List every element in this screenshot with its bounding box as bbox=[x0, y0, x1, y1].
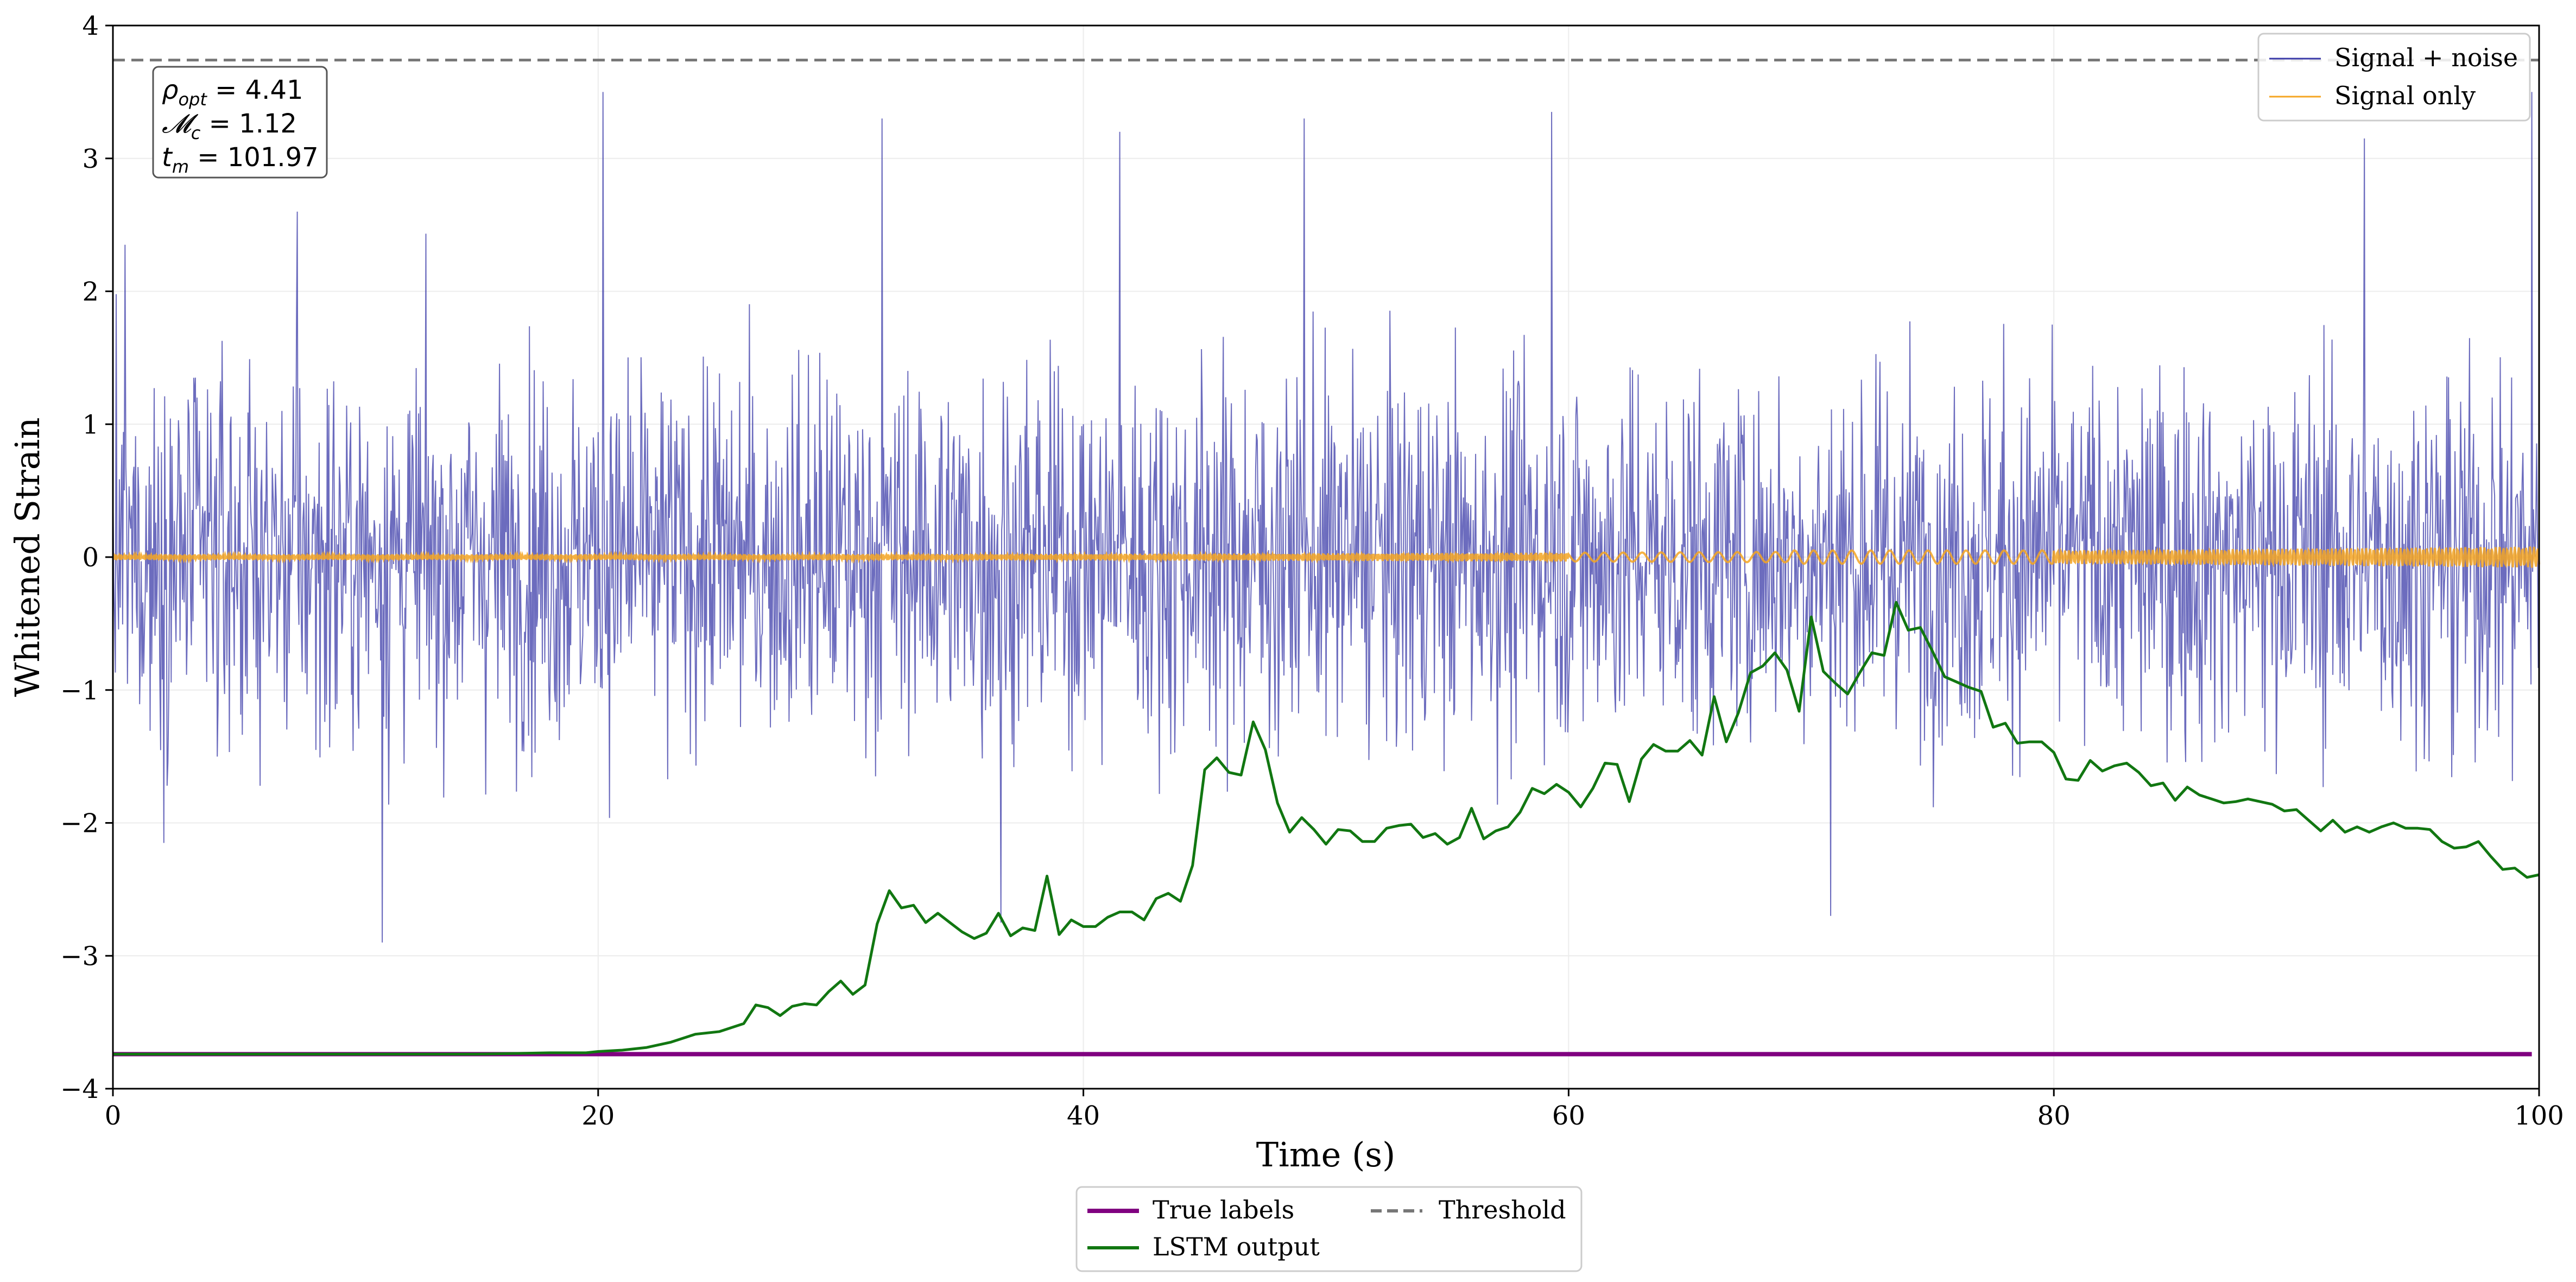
x-tick-label: 60 bbox=[1552, 1101, 1585, 1131]
x-axis-label: Time (s) bbox=[1256, 1135, 1396, 1174]
y-axis-label: Whitened Strain bbox=[8, 418, 47, 697]
legend-label-signal-noise: Signal + noise bbox=[2334, 43, 2518, 72]
y-tick-label: −2 bbox=[60, 809, 99, 839]
series-signal-only bbox=[112, 545, 2540, 569]
y-tick-label: −1 bbox=[60, 675, 99, 706]
x-tick-label: 80 bbox=[2037, 1101, 2071, 1131]
tick-layer: 0 20 40 60 80 100 −4 −3 −2 −1 0 1 2 3 4 bbox=[60, 11, 2564, 1131]
legend-label-true-labels: True labels bbox=[1153, 1195, 1294, 1224]
series-signal-noise bbox=[112, 92, 2540, 943]
signal-noise-series bbox=[112, 92, 2540, 943]
x-tick-label: 0 bbox=[105, 1101, 122, 1131]
legend-label-lstm-output: LSTM output bbox=[1153, 1232, 1320, 1261]
annotation-frame bbox=[152, 66, 328, 179]
annotation-rho: ρopt = 4.41 bbox=[162, 75, 303, 110]
annotation-box: ρopt = 4.41 𝓜c = 1.12 tm = 101.97 bbox=[152, 66, 328, 179]
x-tick-label: 40 bbox=[1067, 1101, 1100, 1131]
legend-label-threshold: Threshold bbox=[1439, 1195, 1566, 1224]
series-lstm-output bbox=[113, 601, 2540, 1056]
y-tick-label: 0 bbox=[82, 542, 99, 573]
y-tick-label: −3 bbox=[60, 941, 99, 971]
legend-top: Signal + noise Signal only bbox=[2257, 33, 2531, 122]
y-tick-label: 3 bbox=[82, 144, 99, 174]
x-tick-label: 20 bbox=[581, 1101, 615, 1131]
annotation-mc: 𝓜c = 1.12 bbox=[162, 109, 297, 143]
y-tick-label: −4 bbox=[60, 1074, 99, 1104]
y-tick-label: 1 bbox=[82, 409, 99, 440]
legend-top-frame bbox=[2257, 33, 2531, 122]
x-tick-label: 100 bbox=[2514, 1101, 2564, 1131]
legend-bottom-frame bbox=[1075, 1186, 1583, 1272]
legend-label-signal-only: Signal only bbox=[2334, 81, 2476, 110]
y-tick-label: 2 bbox=[82, 277, 99, 307]
y-tick-label: 4 bbox=[82, 11, 99, 41]
annotation-tm: tm = 101.97 bbox=[162, 142, 319, 177]
legend-bottom: True labels LSTM output Threshold bbox=[1075, 1186, 1583, 1272]
series-layer bbox=[112, 59, 2540, 1057]
